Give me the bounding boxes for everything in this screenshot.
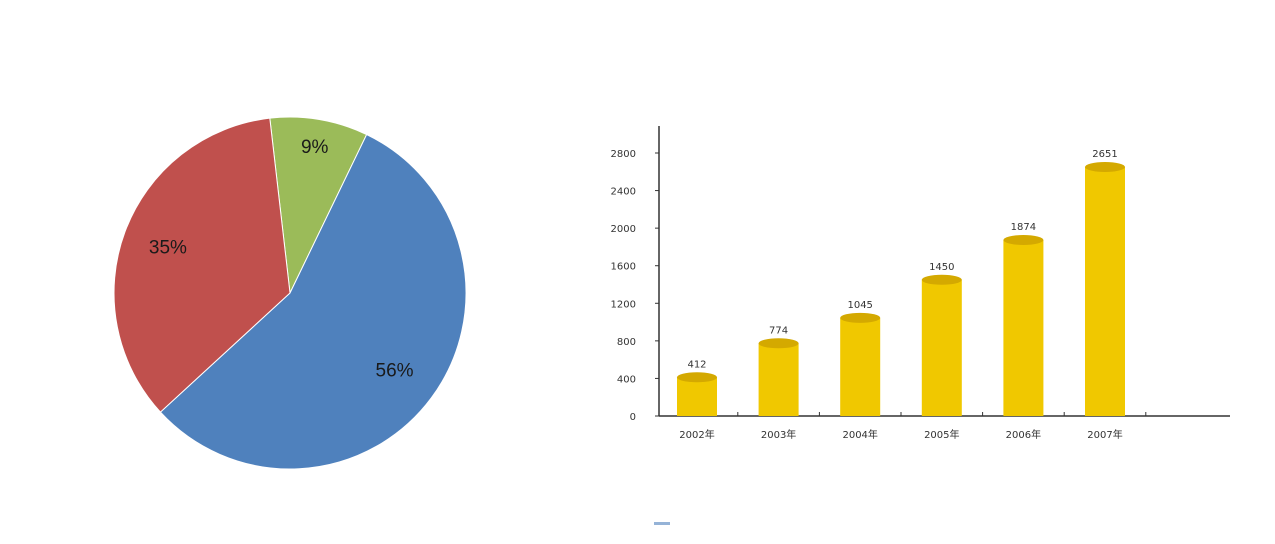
y-tick-label: 2000 (611, 224, 636, 235)
bar-value-label: 1045 (847, 300, 872, 311)
bar-value-label: 412 (687, 359, 706, 370)
pie-slice-9pct (269, 116, 368, 295)
bar-top (840, 312, 881, 323)
x-category-label: 2002年 (679, 428, 714, 441)
bar-body (758, 343, 799, 416)
pie-chart: 9% 56% 35% (113, 116, 467, 470)
bar-2003年 (758, 338, 799, 416)
bar-top (758, 338, 799, 349)
y-tick-label: 1600 (611, 262, 636, 273)
bar-value-label: 1450 (929, 262, 954, 273)
pie-slice-56pct (159, 133, 467, 470)
bar-body (1003, 239, 1044, 416)
pie-slice-35pct (113, 117, 291, 413)
bar-body (677, 377, 717, 416)
bar-body (840, 317, 881, 416)
x-category-label: 2003年 (761, 428, 796, 441)
bar-top (921, 274, 962, 285)
y-tick-label: 800 (617, 337, 636, 348)
y-tick-label: 2400 (611, 187, 636, 198)
bar-2002年 (677, 372, 717, 416)
bar-2006年 (1003, 234, 1044, 416)
y-tick-label: 0 (630, 412, 636, 423)
bar-2004年 (840, 312, 881, 416)
x-category-label: 2004年 (842, 428, 877, 441)
x-category-label: 2007年 (1087, 428, 1122, 441)
pie-label-9pct: 9% (301, 137, 329, 158)
bar-top (1085, 161, 1125, 172)
bar-top (1003, 234, 1044, 245)
bottom-marker (654, 522, 670, 525)
y-tick-label: 1200 (611, 299, 636, 310)
y-tick-label: 2800 (611, 149, 636, 160)
bar-2005年 (921, 274, 962, 416)
pie-label-56pct: 56% (376, 361, 414, 382)
pie-label-35pct: 35% (149, 238, 187, 259)
x-category-label: 2005年 (924, 428, 959, 441)
bar-2007年 (1085, 161, 1125, 416)
x-category-label: 2006年 (1006, 428, 1041, 441)
bar-value-label: 774 (769, 325, 788, 336)
bar-body (921, 279, 962, 416)
bar-value-label: 2651 (1092, 149, 1117, 160)
bar-value-label: 1874 (1011, 222, 1036, 233)
y-tick-label: 400 (617, 374, 636, 385)
bar-top (677, 372, 717, 383)
bar-body (1085, 166, 1125, 416)
